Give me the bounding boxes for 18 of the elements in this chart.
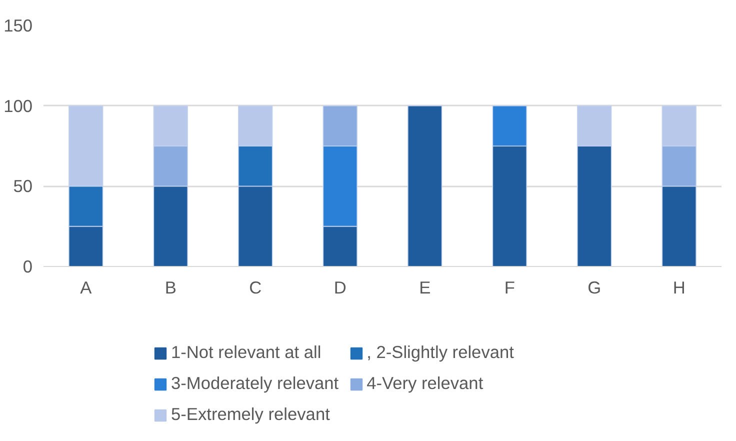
legend-label: 3-Moderately relevant (171, 373, 339, 394)
bar (408, 105, 442, 266)
x-tick-label: C (249, 278, 262, 298)
y-tick-label: 100 (4, 96, 33, 116)
x-tick-label: H (672, 278, 686, 298)
x-tick-label: B (164, 278, 176, 298)
x-tick-label: A (80, 278, 92, 298)
x-tick-label: E (419, 278, 431, 298)
x-tick-label: G (588, 278, 602, 298)
x-tick-label: F (504, 278, 515, 298)
legend-label: 1-Not relevant at all (171, 342, 322, 363)
y-tick-label: 0 (22, 256, 33, 276)
y-tick-label: 150 (4, 16, 33, 36)
legend-label: , 2-Slightly relevant (366, 342, 514, 363)
x-tick-label: D (334, 278, 346, 298)
y-tick-label: 50 (13, 176, 33, 196)
legend-label: 5-Extremely relevant (171, 404, 330, 425)
legend-label: 4-Very relevant (366, 373, 484, 394)
